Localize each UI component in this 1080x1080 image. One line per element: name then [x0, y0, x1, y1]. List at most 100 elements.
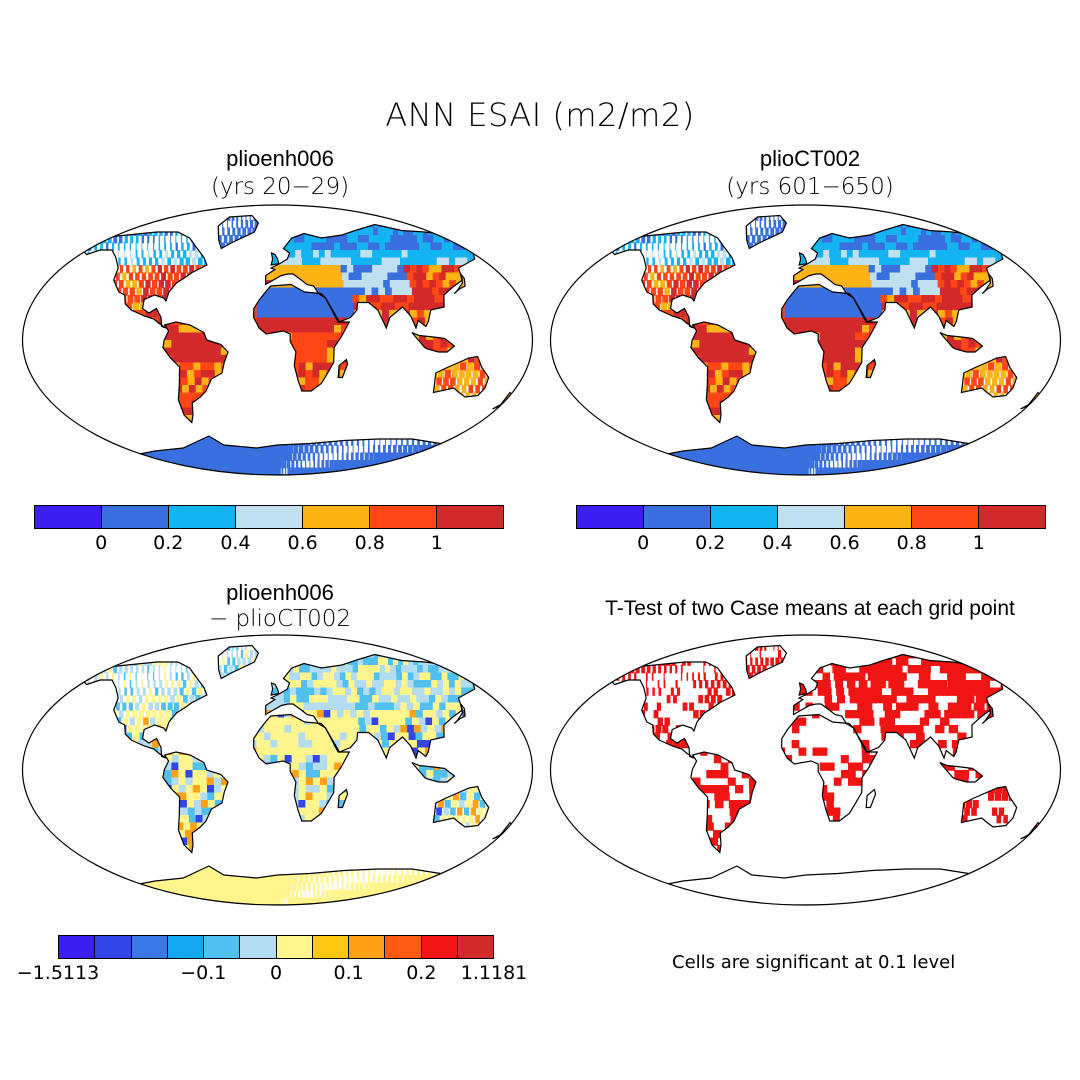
- map-grid-cell: [964, 257, 977, 266]
- map-grid-cell: [416, 265, 428, 274]
- map-grid-cell: [998, 437, 1005, 446]
- map-grid-cell: [862, 332, 870, 341]
- map-grid-cell: [282, 445, 289, 454]
- map-grid-cell: [689, 257, 693, 266]
- map-grid-cell: [791, 295, 800, 304]
- map-grid-cell: [145, 467, 199, 475]
- map-grid-cell: [880, 445, 882, 454]
- map-grid-cell: [426, 272, 437, 281]
- map-grid-cell: [663, 235, 667, 244]
- map-grid-cell: [512, 392, 515, 401]
- map-grid-cell: [800, 452, 807, 461]
- map-grid-cell: [800, 445, 807, 454]
- map-grid-cell: [194, 377, 204, 386]
- map-grid-cell: [418, 257, 430, 266]
- map-grid-cell: [428, 452, 440, 461]
- map-grid-cell: [734, 340, 743, 349]
- map-grid-cell: [239, 445, 249, 454]
- map-grid-cell: [669, 272, 675, 281]
- map-grid-cell: [393, 460, 407, 469]
- map-grid-cell: [874, 452, 877, 461]
- map-grid-cell: [291, 340, 300, 349]
- map-grid-cell: [178, 400, 188, 409]
- map-grid-cell: [657, 250, 660, 259]
- map-grid-cell: [863, 272, 873, 281]
- map-grid-cell: [1018, 422, 1021, 431]
- map-grid-cell: [685, 265, 690, 274]
- map-grid-cell: [805, 452, 811, 461]
- map-grid-cell: [475, 430, 480, 439]
- map-grid-cell: [295, 257, 304, 266]
- map-grid-cell: [117, 242, 120, 251]
- map-grid-cell: [585, 258, 586, 266]
- map-grid-cell: [901, 242, 913, 251]
- map-grid-cell: [856, 265, 865, 274]
- map-grid-cell: [223, 235, 228, 244]
- map-grid-cell: [976, 445, 984, 454]
- map-grid-cell: [906, 445, 909, 454]
- map-grid-cell: [470, 437, 477, 446]
- map-grid-cell: [189, 265, 195, 274]
- map-grid-cell: [470, 242, 486, 251]
- map-grid-cell: [415, 302, 425, 311]
- map-grid-cell: [351, 242, 361, 251]
- map-grid-cell: [663, 272, 668, 281]
- map-grid-cell: [946, 445, 952, 454]
- map-grid-cell: [848, 340, 856, 349]
- map-grid-cell: [417, 317, 427, 326]
- map-grid-cell: [149, 467, 202, 475]
- map-grid-cell: [401, 250, 413, 259]
- map-grid-cell: [302, 452, 306, 461]
- map-grid-cell: [443, 377, 449, 386]
- map-grid-cell: [840, 317, 849, 326]
- map-grid-cell: [938, 317, 948, 326]
- map-grid-cell: [722, 377, 732, 386]
- map-grid-cell: [895, 445, 898, 454]
- map-grid-cell: [996, 355, 1003, 364]
- map-grid-cell: [714, 362, 723, 371]
- map-grid-cell: [181, 242, 184, 251]
- map-grid-cell: [405, 215, 430, 221]
- map-grid-cell: [697, 235, 699, 244]
- map-grid-cell: [870, 235, 880, 244]
- map-grid-cell: [420, 295, 431, 304]
- map-grid-cell: [840, 302, 849, 311]
- map-grid-cell: [664, 257, 668, 266]
- map-grid-cell: [178, 325, 187, 334]
- map-grid-cell: [245, 215, 247, 221]
- map-grid-cell: [976, 227, 995, 236]
- map-grid-cell: [428, 220, 450, 229]
- map-grid-cell: [423, 445, 429, 454]
- map-grid-cell: [757, 235, 761, 244]
- map-grid-cell: [195, 385, 205, 394]
- map-grid-cell: [218, 445, 229, 454]
- map-grid-cell: [441, 385, 447, 394]
- map-grid-cell: [907, 242, 919, 251]
- map-grid-cell: [194, 250, 199, 259]
- map-grid-cell: [664, 287, 670, 296]
- map-grid-cell: [915, 257, 927, 266]
- map-grid-cell: [765, 227, 769, 236]
- map-grid-cell: [885, 257, 895, 266]
- map-grid-cell: [381, 302, 390, 311]
- map-grid-cell: [799, 257, 807, 266]
- map-grid-cell: [610, 430, 614, 439]
- map-grid-cell: [906, 265, 917, 274]
- map-grid-cell: [474, 362, 481, 371]
- map-grid-cell: [289, 250, 297, 259]
- map-grid-cell: [203, 437, 214, 446]
- map-grid-cell: [394, 302, 404, 311]
- map-grid-cell: [862, 265, 871, 274]
- map-grid-cell: [458, 445, 467, 454]
- map-grid-cell: [811, 265, 820, 274]
- map-grid-cell: [957, 280, 968, 289]
- map-grid-cell: [112, 242, 115, 251]
- map-grid-cell: [264, 287, 272, 296]
- map-grid-cell: [929, 250, 941, 259]
- map-grid-cell: [312, 362, 321, 371]
- map-grid-cell: [124, 235, 128, 244]
- map-grid-cell: [918, 437, 920, 446]
- map-grid-cell: [432, 272, 444, 281]
- map-grid-cell: [944, 265, 956, 274]
- map-grid-cell: [322, 242, 332, 251]
